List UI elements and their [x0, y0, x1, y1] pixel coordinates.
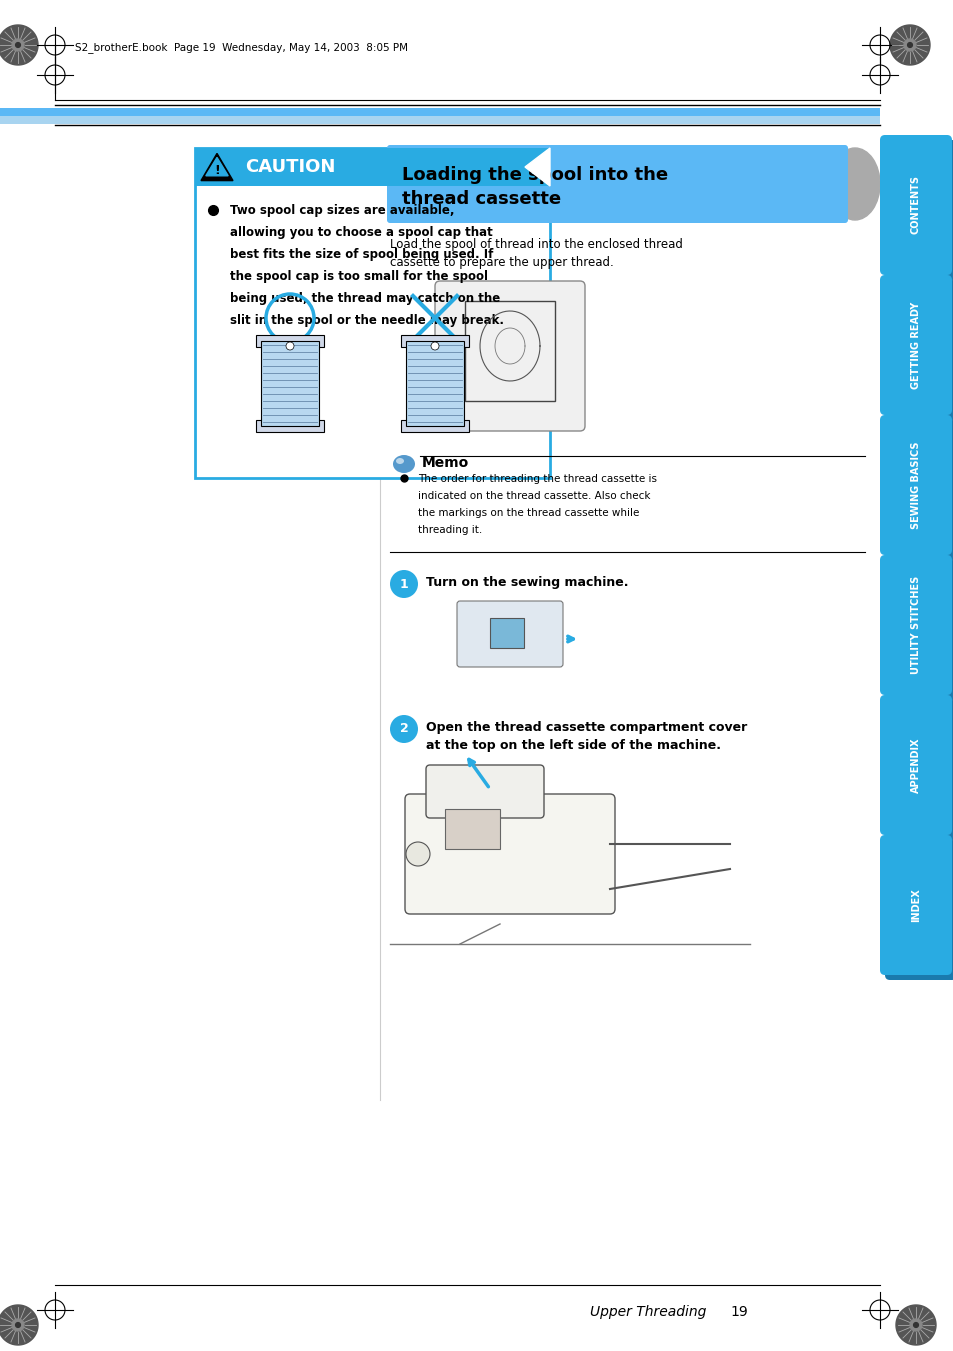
Text: the markings on the thread cassette while: the markings on the thread cassette whil…: [417, 508, 639, 517]
Text: best fits the size of spool being used. If: best fits the size of spool being used. …: [230, 249, 493, 261]
Text: Open the thread cassette compartment cover: Open the thread cassette compartment cov…: [426, 721, 746, 734]
FancyBboxPatch shape: [884, 420, 953, 561]
Text: Loading the spool into the: Loading the spool into the: [401, 166, 667, 184]
FancyBboxPatch shape: [884, 700, 953, 840]
Bar: [444, 809, 499, 848]
Text: Upper Threading: Upper Threading: [589, 1305, 705, 1319]
Ellipse shape: [393, 455, 415, 473]
Polygon shape: [889, 26, 929, 65]
Bar: [0, 116, 879, 124]
Text: Memo: Memo: [421, 457, 469, 470]
Bar: [255, 420, 324, 432]
Polygon shape: [906, 43, 911, 47]
Text: Two spool cap sizes are available,: Two spool cap sizes are available,: [230, 204, 454, 218]
Text: CONTENTS: CONTENTS: [910, 176, 920, 235]
Text: APPENDIX: APPENDIX: [910, 738, 920, 793]
Polygon shape: [201, 154, 233, 181]
FancyBboxPatch shape: [879, 135, 951, 276]
FancyBboxPatch shape: [879, 835, 951, 975]
Ellipse shape: [395, 458, 403, 463]
Bar: [194, 149, 550, 478]
Polygon shape: [206, 158, 228, 176]
FancyBboxPatch shape: [456, 601, 562, 667]
FancyBboxPatch shape: [884, 840, 953, 979]
Text: cassette to prepare the upper thread.: cassette to prepare the upper thread.: [390, 255, 613, 269]
Text: at the top on the left side of the machine.: at the top on the left side of the machi…: [426, 739, 720, 753]
Bar: [464, 301, 555, 401]
FancyBboxPatch shape: [879, 555, 951, 694]
Bar: [400, 335, 469, 347]
FancyBboxPatch shape: [435, 281, 584, 431]
Text: 1: 1: [399, 577, 408, 590]
Text: being used, the thread may catch on the: being used, the thread may catch on the: [230, 292, 499, 305]
Text: Turn on the sewing machine.: Turn on the sewing machine.: [426, 576, 628, 589]
Polygon shape: [909, 1319, 921, 1331]
Bar: [261, 340, 318, 426]
FancyBboxPatch shape: [879, 415, 951, 555]
Text: 2: 2: [399, 723, 408, 735]
FancyBboxPatch shape: [426, 765, 543, 817]
Text: indicated on the thread cassette. Also check: indicated on the thread cassette. Also c…: [417, 490, 650, 501]
Bar: [255, 335, 324, 347]
Polygon shape: [0, 26, 38, 65]
Polygon shape: [903, 39, 915, 51]
Polygon shape: [895, 1305, 935, 1346]
Text: slit in the spool or the needle may break.: slit in the spool or the needle may brea…: [230, 313, 503, 327]
Bar: [194, 149, 550, 186]
Text: The order for threading the thread cassette is: The order for threading the thread casse…: [417, 474, 657, 484]
FancyBboxPatch shape: [884, 280, 953, 420]
Polygon shape: [0, 1305, 38, 1346]
Text: !: !: [213, 163, 219, 177]
Polygon shape: [12, 1319, 24, 1331]
Circle shape: [390, 570, 417, 598]
Circle shape: [406, 842, 430, 866]
Text: threading it.: threading it.: [417, 526, 482, 535]
Text: the spool cap is too small for the spool: the spool cap is too small for the spool: [230, 270, 488, 282]
Text: allowing you to choose a spool cap that: allowing you to choose a spool cap that: [230, 226, 493, 239]
Text: 19: 19: [729, 1305, 747, 1319]
FancyBboxPatch shape: [879, 276, 951, 415]
Text: GETTING READY: GETTING READY: [910, 301, 920, 389]
Text: S2_brotherE.book  Page 19  Wednesday, May 14, 2003  8:05 PM: S2_brotherE.book Page 19 Wednesday, May …: [75, 42, 408, 54]
FancyBboxPatch shape: [879, 694, 951, 835]
Bar: [400, 420, 469, 432]
Circle shape: [390, 715, 417, 743]
Text: SEWING BASICS: SEWING BASICS: [910, 442, 920, 528]
Text: CAUTION: CAUTION: [245, 158, 335, 176]
FancyBboxPatch shape: [884, 141, 953, 280]
Polygon shape: [12, 39, 24, 51]
Bar: [490, 617, 523, 648]
Polygon shape: [913, 1323, 918, 1328]
Ellipse shape: [829, 149, 879, 220]
Circle shape: [286, 342, 294, 350]
Polygon shape: [15, 1323, 20, 1328]
FancyBboxPatch shape: [405, 794, 615, 915]
Bar: [406, 340, 463, 426]
FancyBboxPatch shape: [387, 145, 847, 223]
Text: UTILITY STITCHES: UTILITY STITCHES: [910, 576, 920, 674]
Text: Load the spool of thread into the enclosed thread: Load the spool of thread into the enclos…: [390, 238, 682, 251]
Polygon shape: [524, 149, 550, 186]
Bar: [0, 108, 879, 116]
Polygon shape: [15, 43, 20, 47]
Text: thread cassette: thread cassette: [401, 190, 560, 208]
Text: INDEX: INDEX: [910, 888, 920, 921]
FancyBboxPatch shape: [884, 561, 953, 700]
Circle shape: [431, 342, 438, 350]
